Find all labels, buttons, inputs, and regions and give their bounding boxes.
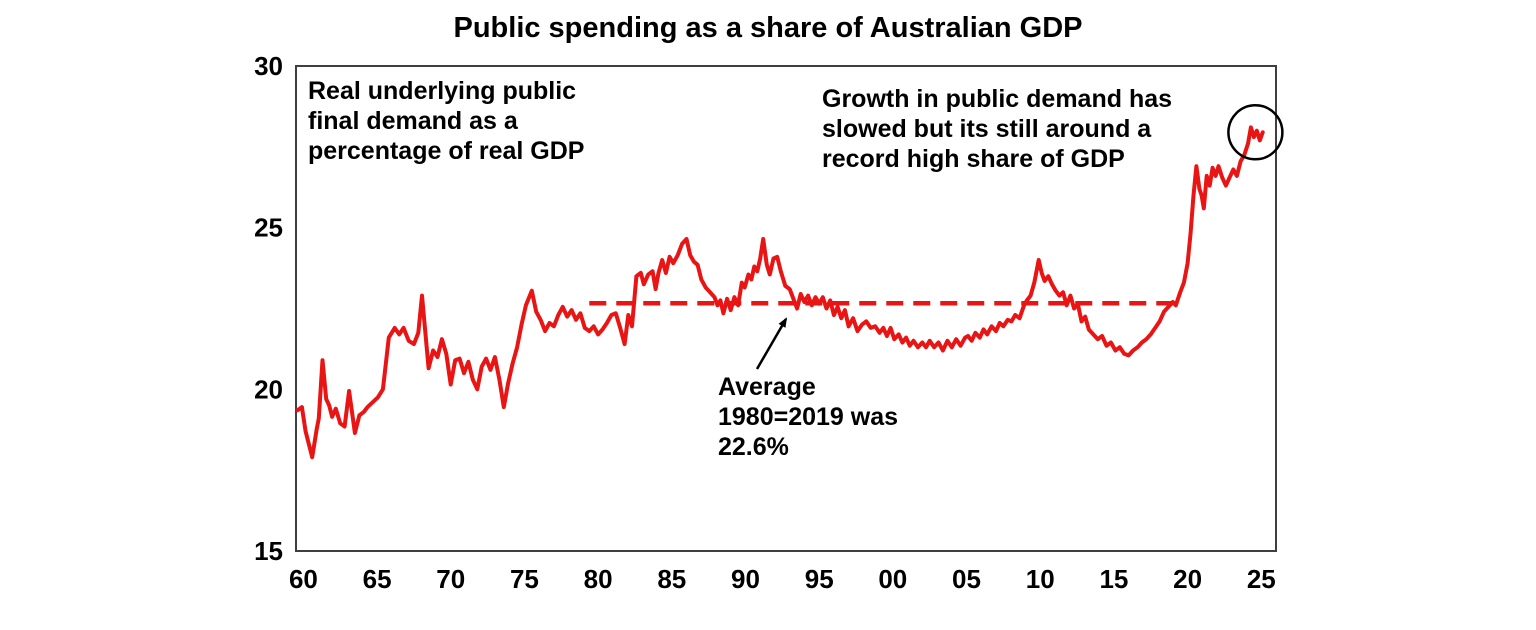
average-annotation-line-1: Average	[718, 373, 816, 401]
x-tick-label: 20	[1173, 564, 1202, 594]
right-annotation-line-3: record high share of GDP	[822, 145, 1125, 173]
right-annotation: Growth in public demand has slowed but i…	[822, 84, 1172, 174]
left-annotation-line-2: final demand as a	[308, 107, 518, 135]
y-tick-label: 30	[254, 51, 283, 81]
x-tick-label: 65	[363, 564, 392, 594]
x-tick-label: 85	[657, 564, 686, 594]
x-tick-label: 90	[731, 564, 760, 594]
average-annotation-line-3: 22.6%	[718, 433, 789, 461]
x-tick-label: 60	[289, 564, 318, 594]
record-high-circle	[1227, 104, 1284, 161]
average-annotation: Average 1980=2019 was 22.6%	[718, 372, 898, 462]
x-tick-label: 10	[1026, 564, 1055, 594]
left-annotation: Real underlying public final demand as a…	[308, 76, 584, 166]
y-tick-label: 15	[254, 536, 283, 566]
x-tick-label: 00	[878, 564, 907, 594]
left-annotation-line-3: percentage of real GDP	[308, 137, 585, 165]
right-annotation-line-2: slowed but its still around a	[822, 115, 1152, 143]
x-tick-label: 15	[1099, 564, 1128, 594]
x-tick-label: 75	[510, 564, 539, 594]
y-tick-label: 25	[254, 213, 283, 243]
plot-border	[295, 65, 1277, 552]
x-tick-label: 95	[805, 564, 834, 594]
left-annotation-line-1: Real underlying public	[308, 77, 577, 105]
series-line	[295, 125, 1265, 460]
x-tick-label: 25	[1247, 564, 1276, 594]
x-tick-label: 80	[584, 564, 613, 594]
average-annotation-line-2: 1980=2019 was	[718, 403, 899, 431]
right-annotation-line-1: Growth in public demand has	[822, 85, 1173, 113]
x-tick-label: 70	[436, 564, 465, 594]
y-tick-label: 20	[254, 374, 283, 404]
annotation-arrow	[755, 317, 788, 370]
chart-title: Public spending as a share of Australian…	[453, 12, 1083, 44]
x-tick-label: 05	[952, 564, 981, 594]
